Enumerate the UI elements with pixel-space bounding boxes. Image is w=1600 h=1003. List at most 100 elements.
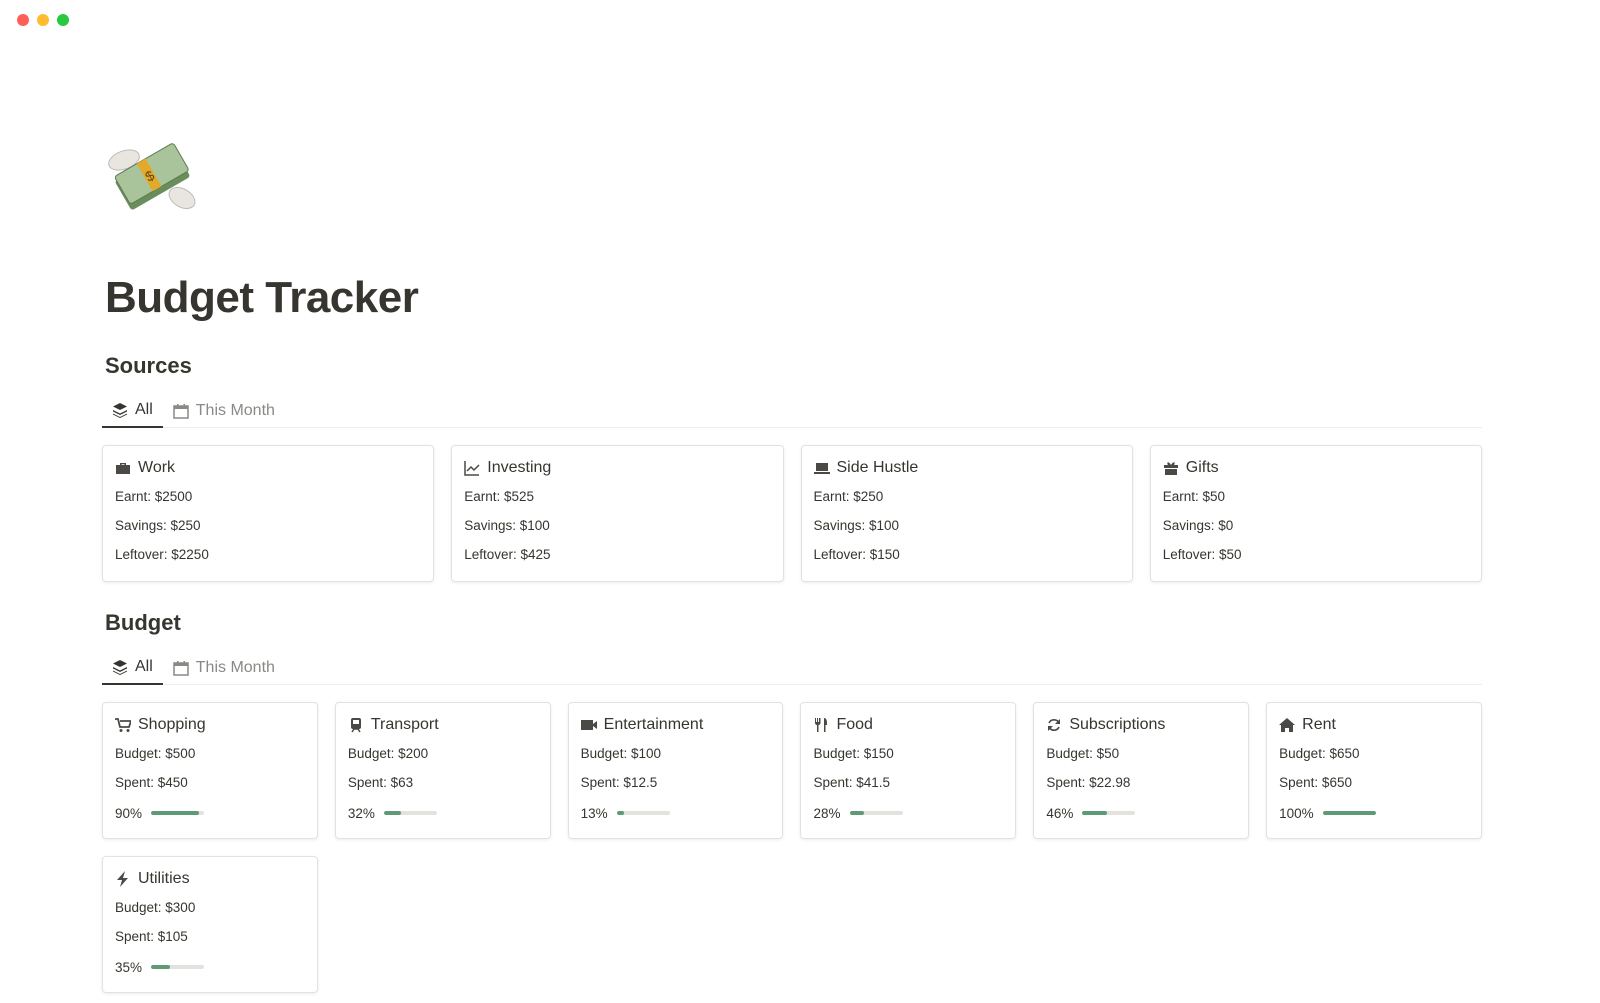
progress-fill — [849, 811, 865, 815]
minimize-window-button[interactable] — [37, 14, 49, 26]
progress-percent: 32% — [347, 805, 375, 821]
progress-fill — [151, 811, 199, 815]
progress: 13% — [581, 804, 771, 822]
card-title: Work — [138, 459, 176, 476]
budget-card-food[interactable]: Food Budget: $150 Spent: $41.5 28% — [800, 702, 1017, 839]
progress-percent: 13% — [580, 805, 608, 821]
budget-amount: Budget: $100 — [580, 746, 661, 761]
spent-amount: Spent: $12.5 — [580, 775, 658, 790]
card-title: Rent — [1302, 716, 1336, 733]
progress-fill — [383, 811, 401, 815]
cart-icon — [115, 718, 131, 732]
source-card-gifts[interactable]: Gifts Earnt: $50 Savings: $0 Leftover: $… — [1149, 445, 1482, 582]
progress: 35% — [115, 958, 305, 976]
budget-card-utilities[interactable]: Utilities Budget: $300 Spent: $105 35% — [102, 856, 318, 993]
budget-card-subscriptions[interactable]: Subscriptions Budget: $50 Spent: $22.98 … — [1033, 702, 1250, 839]
window-controls — [17, 14, 69, 26]
spent-amount: Spent: $41.5 — [813, 775, 891, 790]
source-card-work[interactable]: Work Earnt: $2500 Savings: $250 Leftover… — [102, 445, 435, 582]
budget-amount: Budget: $150 — [813, 746, 894, 761]
stack-icon — [113, 402, 127, 418]
sources-title: Sources — [105, 353, 192, 378]
tab-all[interactable]: All — [102, 650, 163, 685]
sources-gallery: Work Earnt: $2500 Savings: $250 Leftover… — [102, 445, 1482, 582]
tab-label: This Month — [195, 401, 275, 419]
card-title: Transport — [370, 716, 439, 733]
progress-percent: 46% — [1046, 805, 1074, 821]
money-with-wings-icon[interactable]: $ — [106, 138, 198, 220]
progress: 46% — [1046, 804, 1236, 822]
leftover: Leftover: $150 — [813, 547, 900, 562]
savings: Savings: $100 — [813, 518, 900, 533]
source-card-side-hustle[interactable]: Side Hustle Earnt: $250 Savings: $100 Le… — [800, 445, 1133, 582]
utensils-icon — [815, 718, 828, 732]
calendar-icon — [173, 403, 189, 419]
card-title: Food — [836, 716, 873, 733]
progress-bar — [616, 811, 670, 815]
gift-icon — [1163, 462, 1178, 475]
card-title: Subscriptions — [1069, 716, 1166, 733]
budget-gallery: Shopping Budget: $500 Spent: $450 90% Tr… — [102, 702, 1482, 993]
budget-amount: Budget: $300 — [115, 900, 196, 915]
tab-this-month[interactable]: This Month — [163, 650, 285, 685]
savings: Savings: $0 — [1162, 518, 1234, 533]
maximize-window-button[interactable] — [57, 14, 69, 26]
earnt: Earnt: $250 — [813, 489, 884, 504]
progress-bar — [1322, 811, 1376, 815]
budget-tabs: All This Month — [102, 650, 1482, 685]
progress-percent: 28% — [813, 805, 841, 821]
earnt: Earnt: $50 — [1162, 489, 1226, 504]
tab-label: This Month — [195, 658, 275, 676]
savings: Savings: $100 — [464, 518, 550, 533]
progress: 32% — [348, 804, 538, 822]
budget-amount: Budget: $650 — [1279, 746, 1360, 761]
calendar-icon — [173, 660, 189, 676]
progress: 90% — [115, 804, 305, 822]
tab-this-month[interactable]: This Month — [163, 393, 285, 428]
home-icon — [1279, 718, 1296, 732]
progress-fill — [151, 965, 170, 969]
progress: 100% — [1279, 804, 1469, 822]
tab-label: All — [135, 400, 153, 418]
progress-bar — [151, 965, 205, 969]
spent-amount: Spent: $450 — [115, 775, 188, 790]
budget-amount: Budget: $50 — [1046, 746, 1120, 761]
spent-amount: Spent: $650 — [1279, 775, 1352, 790]
progress-percent: 90% — [115, 805, 143, 821]
progress-fill — [616, 811, 624, 815]
page: $ Budget Tracker Sources All This Month … — [102, 138, 1482, 993]
budget-title: Budget — [105, 610, 181, 635]
budget-card-entertainment[interactable]: Entertainment Budget: $100 Spent: $12.5 … — [567, 702, 784, 839]
progress-bar — [849, 811, 903, 815]
card-title: Shopping — [138, 716, 206, 733]
budget-card-shopping[interactable]: Shopping Budget: $500 Spent: $450 90% — [102, 702, 318, 839]
leftover: Leftover: $2250 — [115, 547, 209, 562]
stack-icon — [113, 659, 127, 675]
card-title: Entertainment — [603, 716, 704, 733]
progress-fill — [1322, 811, 1376, 815]
progress-bar — [151, 811, 205, 815]
laptop-icon — [813, 463, 830, 474]
leftover: Leftover: $425 — [464, 547, 551, 562]
refresh-icon — [1048, 719, 1061, 731]
budget-amount: Budget: $200 — [347, 746, 429, 761]
earnt: Earnt: $2500 — [115, 489, 193, 504]
briefcase-icon — [116, 463, 130, 474]
progress-fill — [1082, 811, 1107, 815]
leftover: Leftover: $50 — [1162, 547, 1242, 562]
video-icon — [580, 720, 597, 730]
card-title: Utilities — [138, 870, 190, 887]
card-title: Investing — [487, 459, 552, 476]
progress-bar — [1082, 811, 1136, 815]
close-window-button[interactable] — [17, 14, 29, 26]
source-card-investing[interactable]: Investing Earnt: $525 Savings: $100 Left… — [451, 445, 784, 582]
earnt: Earnt: $525 — [464, 489, 535, 504]
budget-card-transport[interactable]: Transport Budget: $200 Spent: $63 32% — [334, 702, 551, 839]
budget-amount: Budget: $500 — [115, 746, 196, 761]
spent-amount: Spent: $22.98 — [1046, 775, 1131, 790]
tab-all[interactable]: All — [102, 393, 163, 428]
budget-card-rent[interactable]: Rent Budget: $650 Spent: $650 100% — [1266, 702, 1482, 839]
progress: 28% — [813, 804, 1003, 822]
chart-line-icon — [464, 461, 480, 476]
progress-percent: 35% — [115, 959, 143, 975]
